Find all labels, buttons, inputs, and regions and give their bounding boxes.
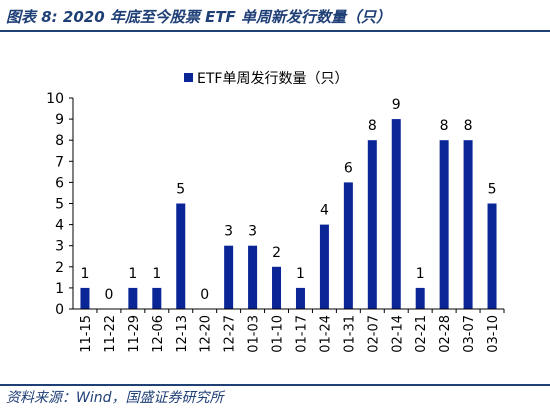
x-tick-label-12-13: 12-13 [175, 315, 190, 353]
y-tick-label: 10 [46, 91, 64, 107]
x-tick-label-03-07: 03-07 [462, 315, 477, 353]
x-tick-label-02-07: 02-07 [366, 315, 381, 353]
y-tick-label: 3 [55, 239, 64, 255]
y-tick-label: 0 [55, 302, 64, 318]
bar-02-14 [391, 119, 401, 309]
x-tick-label-01-24: 01-24 [318, 315, 333, 353]
x-tick-label-11-15: 11-15 [79, 315, 94, 353]
source-note: 资料来源：Wind，国盛证券研究所 [6, 390, 224, 406]
y-tick-label: 7 [55, 154, 64, 170]
data-label-12-27: 3 [224, 224, 233, 240]
bars [80, 119, 497, 309]
x-tick-label-12-27: 12-27 [223, 315, 238, 353]
bar-12-27 [224, 245, 234, 309]
x-tick-label-02-14: 02-14 [390, 315, 405, 353]
x-tick-label-02-28: 02-28 [438, 315, 453, 353]
y-tick-label: 1 [55, 281, 64, 297]
x-tick-label-12-20: 12-20 [199, 315, 214, 353]
bar-03-07 [463, 140, 473, 309]
caption-rule [0, 30, 550, 32]
x-tick-label-01-17: 01-17 [294, 315, 309, 353]
chart-legend: ETF单周发行数量（只） [184, 71, 348, 87]
bar-11-15 [80, 287, 90, 309]
legend-label: ETF单周发行数量（只） [197, 71, 348, 87]
bar-12-06 [152, 287, 162, 309]
bar-12-13 [176, 203, 186, 309]
data-label-01-31: 6 [344, 160, 353, 176]
y-tick-label: 4 [55, 218, 64, 234]
x-tick-label-01-31: 01-31 [342, 315, 357, 353]
x-tick-label-01-10: 01-10 [271, 315, 286, 353]
data-label-01-17: 1 [296, 266, 305, 282]
bar-02-07 [367, 140, 377, 309]
bar-02-21 [415, 287, 425, 309]
data-label-02-28: 8 [440, 118, 449, 134]
x-tick-label-12-06: 12-06 [151, 315, 166, 353]
data-label-02-07: 8 [368, 118, 377, 134]
legend-swatch [184, 73, 193, 82]
data-label-11-22: 0 [104, 287, 113, 303]
data-label-01-03: 3 [248, 224, 257, 240]
data-label-02-21: 1 [416, 266, 425, 282]
x-axis-ticks: 11-15 11-22 11-29 12-06 12-13 12-20 12-27 01-03… [79, 309, 505, 353]
data-label-12-06: 1 [152, 266, 161, 282]
x-tick-label-11-22: 11-22 [103, 315, 118, 353]
data-label-11-29: 1 [128, 266, 137, 282]
data-label-11-15: 1 [81, 266, 90, 282]
y-tick-label: 5 [55, 197, 64, 213]
y-tick-label: 8 [55, 133, 64, 149]
data-label-03-07: 8 [464, 118, 473, 134]
figure-caption: 图表 8: 2020 年底至今股票 ETF 单周新发行数量（只） [6, 8, 392, 26]
data-label-02-14: 9 [392, 97, 401, 113]
data-label-01-10: 2 [272, 245, 281, 261]
bar-02-28 [439, 140, 449, 309]
data-label-01-24: 4 [320, 203, 329, 219]
bar-01-31 [343, 182, 353, 309]
x-tick-label-02-21: 02-21 [414, 315, 429, 353]
x-tick-label-01-03: 01-03 [247, 315, 262, 353]
bar-01-17 [295, 287, 305, 309]
source-rule [0, 384, 550, 386]
data-label-12-20: 0 [200, 287, 209, 303]
y-tick-label: 2 [55, 260, 64, 276]
y-tick-label: 6 [55, 175, 64, 191]
x-tick-label-03-10: 03-10 [486, 315, 501, 353]
y-tick-label: 9 [55, 112, 64, 128]
bar-03-10 [487, 203, 497, 309]
data-label-03-10: 5 [488, 182, 497, 198]
data-label-12-13: 5 [176, 182, 185, 198]
bar-01-03 [248, 245, 258, 309]
x-tick-label-11-29: 11-29 [127, 315, 142, 353]
bar-11-29 [128, 287, 138, 309]
bar-01-24 [319, 224, 329, 309]
y-axis-ticks: 0 1 2 3 4 5 6 7 8 9 10 [46, 91, 73, 318]
bar-01-10 [272, 266, 282, 309]
